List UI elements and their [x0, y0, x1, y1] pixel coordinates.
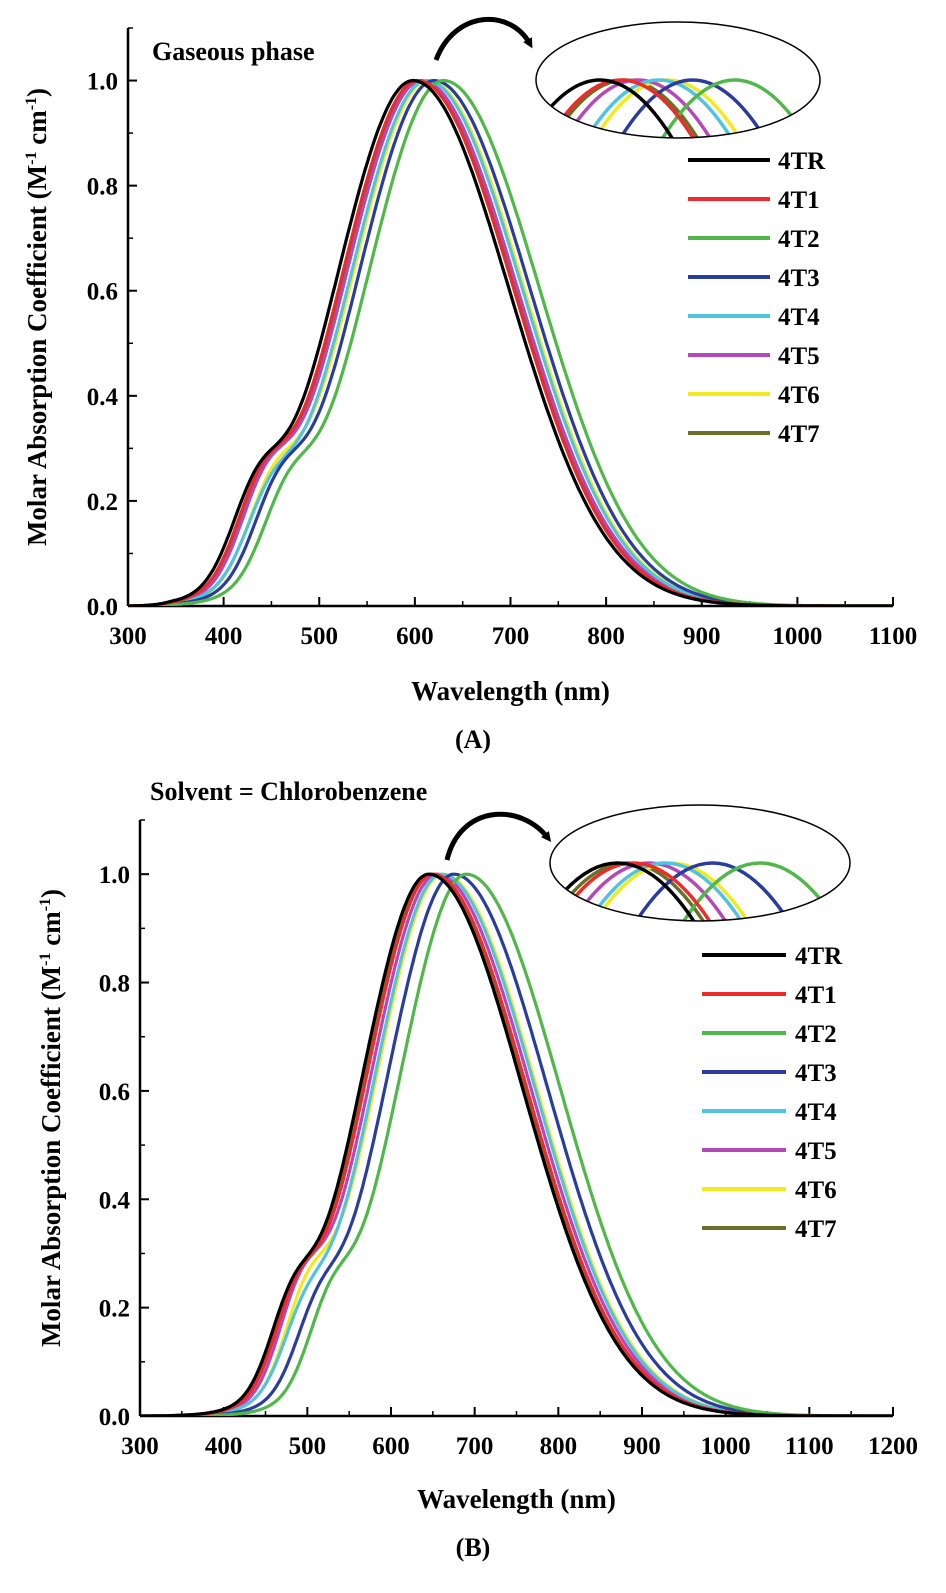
- y-tick-label: 1.0: [99, 862, 130, 889]
- y-tick-label: 0.2: [99, 1296, 130, 1323]
- panel-label: (B): [456, 1533, 491, 1562]
- x-axis-label: Wavelength (nm): [411, 676, 610, 706]
- x-tick-label: 900: [683, 623, 721, 650]
- legend-label-4t1: 4T1: [795, 982, 837, 1009]
- x-axis-label: Wavelength (nm): [417, 1484, 616, 1514]
- legend-label-4t4: 4T4: [795, 1099, 837, 1126]
- legend-label-4t4: 4T4: [778, 304, 820, 331]
- inset-series-4t5: [558, 78, 718, 138]
- y-tick-label: 0.8: [87, 174, 118, 201]
- x-tick-label: 400: [205, 623, 243, 650]
- series-line-4t2: [140, 872, 893, 1416]
- x-tick-label: 500: [289, 1433, 327, 1460]
- inset-series-4t4: [581, 861, 749, 921]
- legend-label-4t1: 4T1: [778, 187, 820, 214]
- inset-series-4t4: [579, 78, 739, 138]
- x-tick-label: 700: [456, 1433, 494, 1460]
- panel-annotation: Gaseous phase: [152, 37, 315, 66]
- x-tick-label: 1100: [869, 623, 918, 650]
- panel-label: (A): [455, 725, 491, 754]
- legend-label-4t2: 4T2: [778, 226, 820, 253]
- x-tick-label: 300: [121, 1433, 159, 1460]
- y-tick-label: 0.8: [99, 971, 130, 998]
- panel-a: 300 400 500 600 700 800 900 1000 1100 0.0 0.2 0.4 0.…: [22, 16, 918, 754]
- series-line-4tr: [140, 872, 893, 1416]
- y-tick-label: 0.4: [87, 384, 119, 411]
- series-line-4tr: [128, 78, 893, 606]
- legend-label-4t2: 4T2: [795, 1021, 837, 1048]
- legend-label-4tr: 4TR: [778, 148, 826, 175]
- legend-label-4t6: 4T6: [795, 1177, 837, 1204]
- legend-label-4tr: 4TR: [795, 943, 843, 970]
- y-tick-label: 0.0: [87, 594, 118, 621]
- y-tick-label: 0.4: [99, 1187, 131, 1214]
- legend-label-4t5: 4T5: [795, 1138, 837, 1165]
- zoom-arrow: [433, 16, 533, 61]
- x-tick-label: 1100: [785, 1433, 834, 1460]
- x-tick-label: 500: [301, 623, 339, 650]
- x-tick-label: 1000: [772, 623, 822, 650]
- plot-area: [140, 872, 893, 1416]
- x-tick-label: 600: [372, 1433, 410, 1460]
- panel-annotation: Solvent = Chlorobenzene: [150, 777, 427, 806]
- inset-border: [549, 804, 851, 922]
- inset-series-4t3: [613, 78, 773, 138]
- legend-label-4t3: 4T3: [795, 1060, 837, 1087]
- x-tick-label: 800: [540, 1433, 578, 1460]
- x-tick-label: 1200: [868, 1433, 918, 1460]
- y-tick-label: 0.6: [87, 279, 118, 306]
- legend-label-4t3: 4T3: [778, 265, 820, 292]
- x-tick-label: 600: [396, 623, 434, 650]
- legend-label-4t5: 4T5: [778, 343, 820, 370]
- y-axis-label: Molar Absorption Coefficient (M-1 cm-1): [22, 88, 52, 546]
- plot-area: [128, 78, 893, 606]
- y-tick-label: 0.2: [87, 489, 118, 516]
- x-tick-label: 700: [492, 623, 530, 650]
- legend-label-4t6: 4T6: [778, 382, 820, 409]
- legend-label-4t7: 4T7: [778, 421, 820, 448]
- inset-border: [535, 21, 821, 139]
- x-tick-label: 900: [623, 1433, 661, 1460]
- x-tick-label: 800: [587, 623, 625, 650]
- legend-label-4t7: 4T7: [795, 1216, 837, 1243]
- zoom-arrow: [444, 811, 552, 861]
- y-tick-label: 0.6: [99, 1079, 130, 1106]
- inset-series-4t3: [628, 861, 797, 921]
- y-tick-label: 1.0: [87, 69, 118, 96]
- x-tick-label: 300: [109, 623, 147, 650]
- y-axis-label: Molar Absorption Coefficient (M-1 cm-1): [36, 889, 66, 1347]
- x-tick-label: 400: [205, 1433, 243, 1460]
- y-tick-label: 0.0: [99, 1404, 130, 1431]
- panel-b: 300 400 500 600 700 800 900 1000 1100 1200 0.0 0.2 0…: [36, 777, 918, 1562]
- x-tick-label: 1000: [701, 1433, 751, 1460]
